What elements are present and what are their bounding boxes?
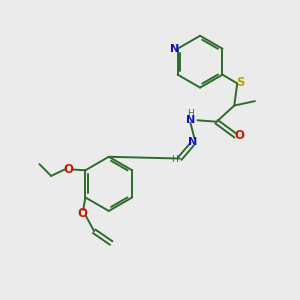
Text: S: S — [236, 76, 245, 89]
Text: H: H — [171, 155, 178, 164]
Text: O: O — [77, 207, 87, 220]
Text: N: N — [186, 115, 195, 125]
Text: N: N — [170, 44, 179, 54]
Text: O: O — [63, 163, 73, 176]
Text: N: N — [188, 137, 198, 147]
Text: H: H — [187, 109, 194, 118]
Text: O: O — [235, 129, 245, 142]
